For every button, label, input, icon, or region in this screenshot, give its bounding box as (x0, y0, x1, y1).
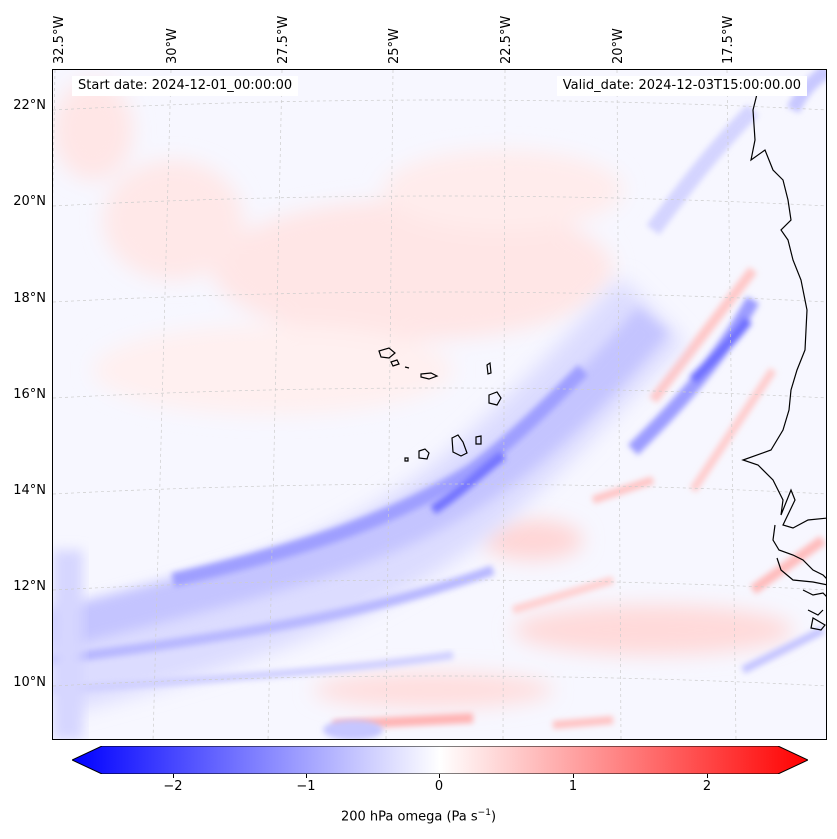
colorbar-tick-label: 1 (568, 779, 578, 794)
lat-label: 12°N (13, 579, 46, 594)
colorbar-gradient (70, 745, 810, 775)
colorbar-label-main: 200 hPa omega (Pa s (340, 809, 478, 825)
lat-label: 16°N (13, 387, 46, 402)
colorbar-tickmark (439, 774, 440, 778)
colorbar-tick-label: 2 (702, 779, 712, 794)
lon-label: 17.5°W (721, 15, 736, 64)
colorbar-tickmark (573, 774, 574, 778)
ascent-band (53, 278, 685, 714)
descent-streaks (332, 266, 826, 730)
colorbar-svg (70, 745, 810, 775)
lon-label: 22.5°W (499, 15, 514, 64)
cape-verde-islands (378, 347, 502, 462)
lat-label: 20°N (13, 194, 46, 209)
omega-field-map (53, 70, 826, 739)
colorbar-tickmark (173, 774, 174, 778)
ascent-streaks-ne (628, 70, 826, 674)
colorbar-label-exponent: −1 (477, 808, 491, 818)
colorbar-tick-label: −1 (296, 779, 316, 794)
lon-label: 25°W (387, 28, 402, 64)
colorbar-tickmark (306, 774, 307, 778)
lon-label: 30°W (165, 28, 180, 64)
map-panel[interactable] (52, 69, 827, 740)
lat-label: 10°N (13, 675, 46, 690)
lat-label: 18°N (13, 291, 46, 306)
gridlines (53, 70, 826, 739)
colorbar-tick-label: −2 (163, 779, 183, 794)
colorbar-tick-label: 0 (434, 779, 444, 794)
south-ascent-blob (323, 720, 383, 739)
lon-label: 32.5°W (52, 15, 67, 64)
colorbar (70, 745, 810, 775)
lat-label: 14°N (13, 483, 46, 498)
west-edge-ascent (53, 550, 83, 739)
lon-label: 20°W (611, 28, 626, 64)
lat-label: 22°N (13, 98, 46, 113)
colorbar-tickmark (707, 774, 708, 778)
lon-label: 27.5°W (276, 15, 291, 64)
colorbar-label-end: ) (490, 809, 497, 825)
valid-date-label: Valid_date: 2024-12-03T15:00:00.00 (556, 76, 807, 96)
start-date-label: Start date: 2024-12-01_00:00:00 (72, 76, 299, 96)
colorbar-label: 200 hPa omega (Pa s−1) (0, 808, 837, 824)
descent-regions (53, 80, 793, 708)
west-africa-coastline (741, 89, 826, 631)
